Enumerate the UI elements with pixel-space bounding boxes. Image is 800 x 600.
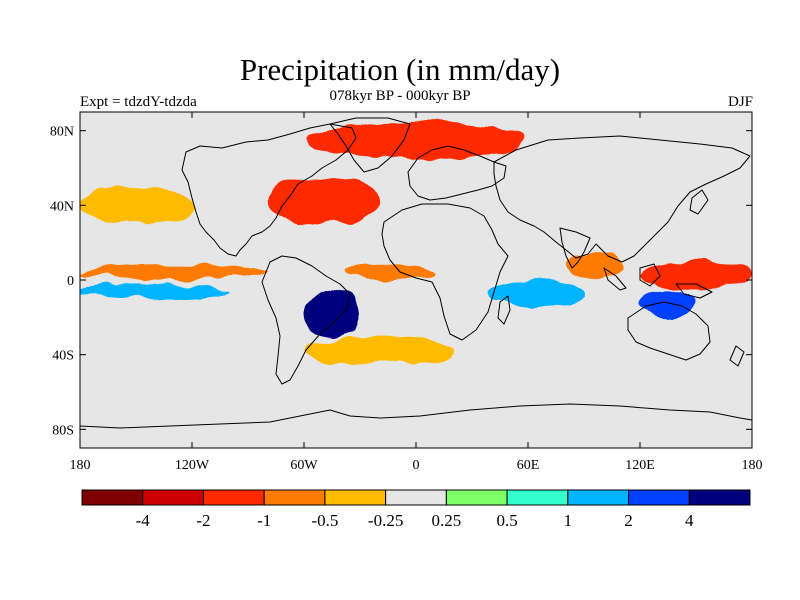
y-tick-label: 80N: [50, 125, 74, 140]
anomaly-region-1: [266, 177, 379, 225]
colorbar-box-7: [506, 489, 569, 506]
anomaly-region-2: [80, 186, 192, 224]
chart-subtitle: 078kyr BP - 000kyr BP: [329, 88, 471, 104]
coastline-south-america: [261, 255, 351, 385]
colorbar-box-0: [81, 489, 144, 506]
x-tick-label: 60E: [517, 458, 540, 473]
anomaly-region-4: [80, 283, 230, 299]
coastline-north-america: [181, 123, 357, 257]
colorbar-box-10: [688, 489, 751, 506]
anomaly-region-9: [640, 261, 752, 290]
coastline-sumatra: [603, 267, 627, 291]
colorbar-label: -0.25: [368, 511, 403, 530]
colorbar-box-9: [628, 489, 690, 506]
x-tick-label: 0: [413, 458, 420, 473]
anomaly-field: [80, 121, 752, 448]
colorbar: -4 -2 -1 -0.5 -0.25 0.25 0.5 1 2 4: [81, 489, 751, 530]
colorbar-label: -2: [196, 511, 210, 530]
chart-title: Precipitation (in mm/day): [239, 52, 561, 87]
coastline-madagascar: [497, 295, 511, 325]
colorbar-label: -0.5: [311, 511, 338, 530]
anomaly-region-3: [80, 265, 267, 280]
y-tick-label: 0: [67, 274, 74, 289]
colorbar-box-5: [385, 489, 447, 506]
colorbar-box-1: [142, 489, 204, 506]
x-tick-label: 180: [742, 458, 763, 473]
coastline-japan: [689, 189, 709, 215]
colorbar-box-4: [324, 489, 387, 506]
map-plot-area: [80, 112, 752, 448]
coastline-new-guinea: [675, 283, 713, 299]
colorbar-box-3: [263, 489, 326, 506]
colorbar-label: 2: [624, 511, 633, 530]
coastline-australia: [627, 301, 711, 361]
anomaly-region-7: [490, 280, 584, 308]
colorbar-label: 0.25: [431, 511, 461, 530]
anomaly-region-5: [304, 289, 360, 336]
anomaly-region-12: [80, 410, 752, 448]
colorbar-label: 0.5: [496, 511, 517, 530]
colorbar-label: 4: [685, 511, 694, 530]
coastline-india: [559, 227, 591, 269]
coastline-antarctica: [80, 403, 752, 429]
map-axes: 180 120W 60W 0 60E 120E 180 80N 40N 0 40S 80S: [50, 112, 763, 473]
coastline-europe: [407, 145, 507, 201]
coastline-new-zealand: [729, 345, 745, 367]
y-tick-label: 80S: [52, 423, 74, 438]
coastline-asia: [493, 135, 751, 263]
coastline-africa: [381, 203, 509, 341]
x-tick-label: 180: [70, 458, 91, 473]
season-label: DJF: [727, 94, 753, 110]
colorbar-label: -1: [257, 511, 271, 530]
colorbar-box-8: [567, 489, 630, 506]
x-tick-label: 60W: [290, 458, 318, 473]
coastline-greenland: [329, 117, 411, 173]
x-tick-label: 120W: [175, 458, 210, 473]
colorbar-label: -4: [136, 511, 151, 530]
experiment-label: Expt = tdzdY-tdzda: [80, 94, 197, 110]
coastline-borneo: [639, 263, 661, 287]
colorbar-box-2: [202, 489, 265, 506]
anomaly-region-11: [304, 336, 454, 364]
colorbar-label: 1: [564, 511, 573, 530]
y-tick-label: 40N: [50, 199, 74, 214]
anomaly-region-6: [341, 265, 435, 280]
colorbar-box-6: [445, 489, 508, 506]
anomaly-region-0: [304, 121, 528, 159]
y-tick-label: 40S: [52, 349, 74, 364]
coastlines: [80, 117, 752, 429]
x-tick-label: 120E: [625, 458, 655, 473]
